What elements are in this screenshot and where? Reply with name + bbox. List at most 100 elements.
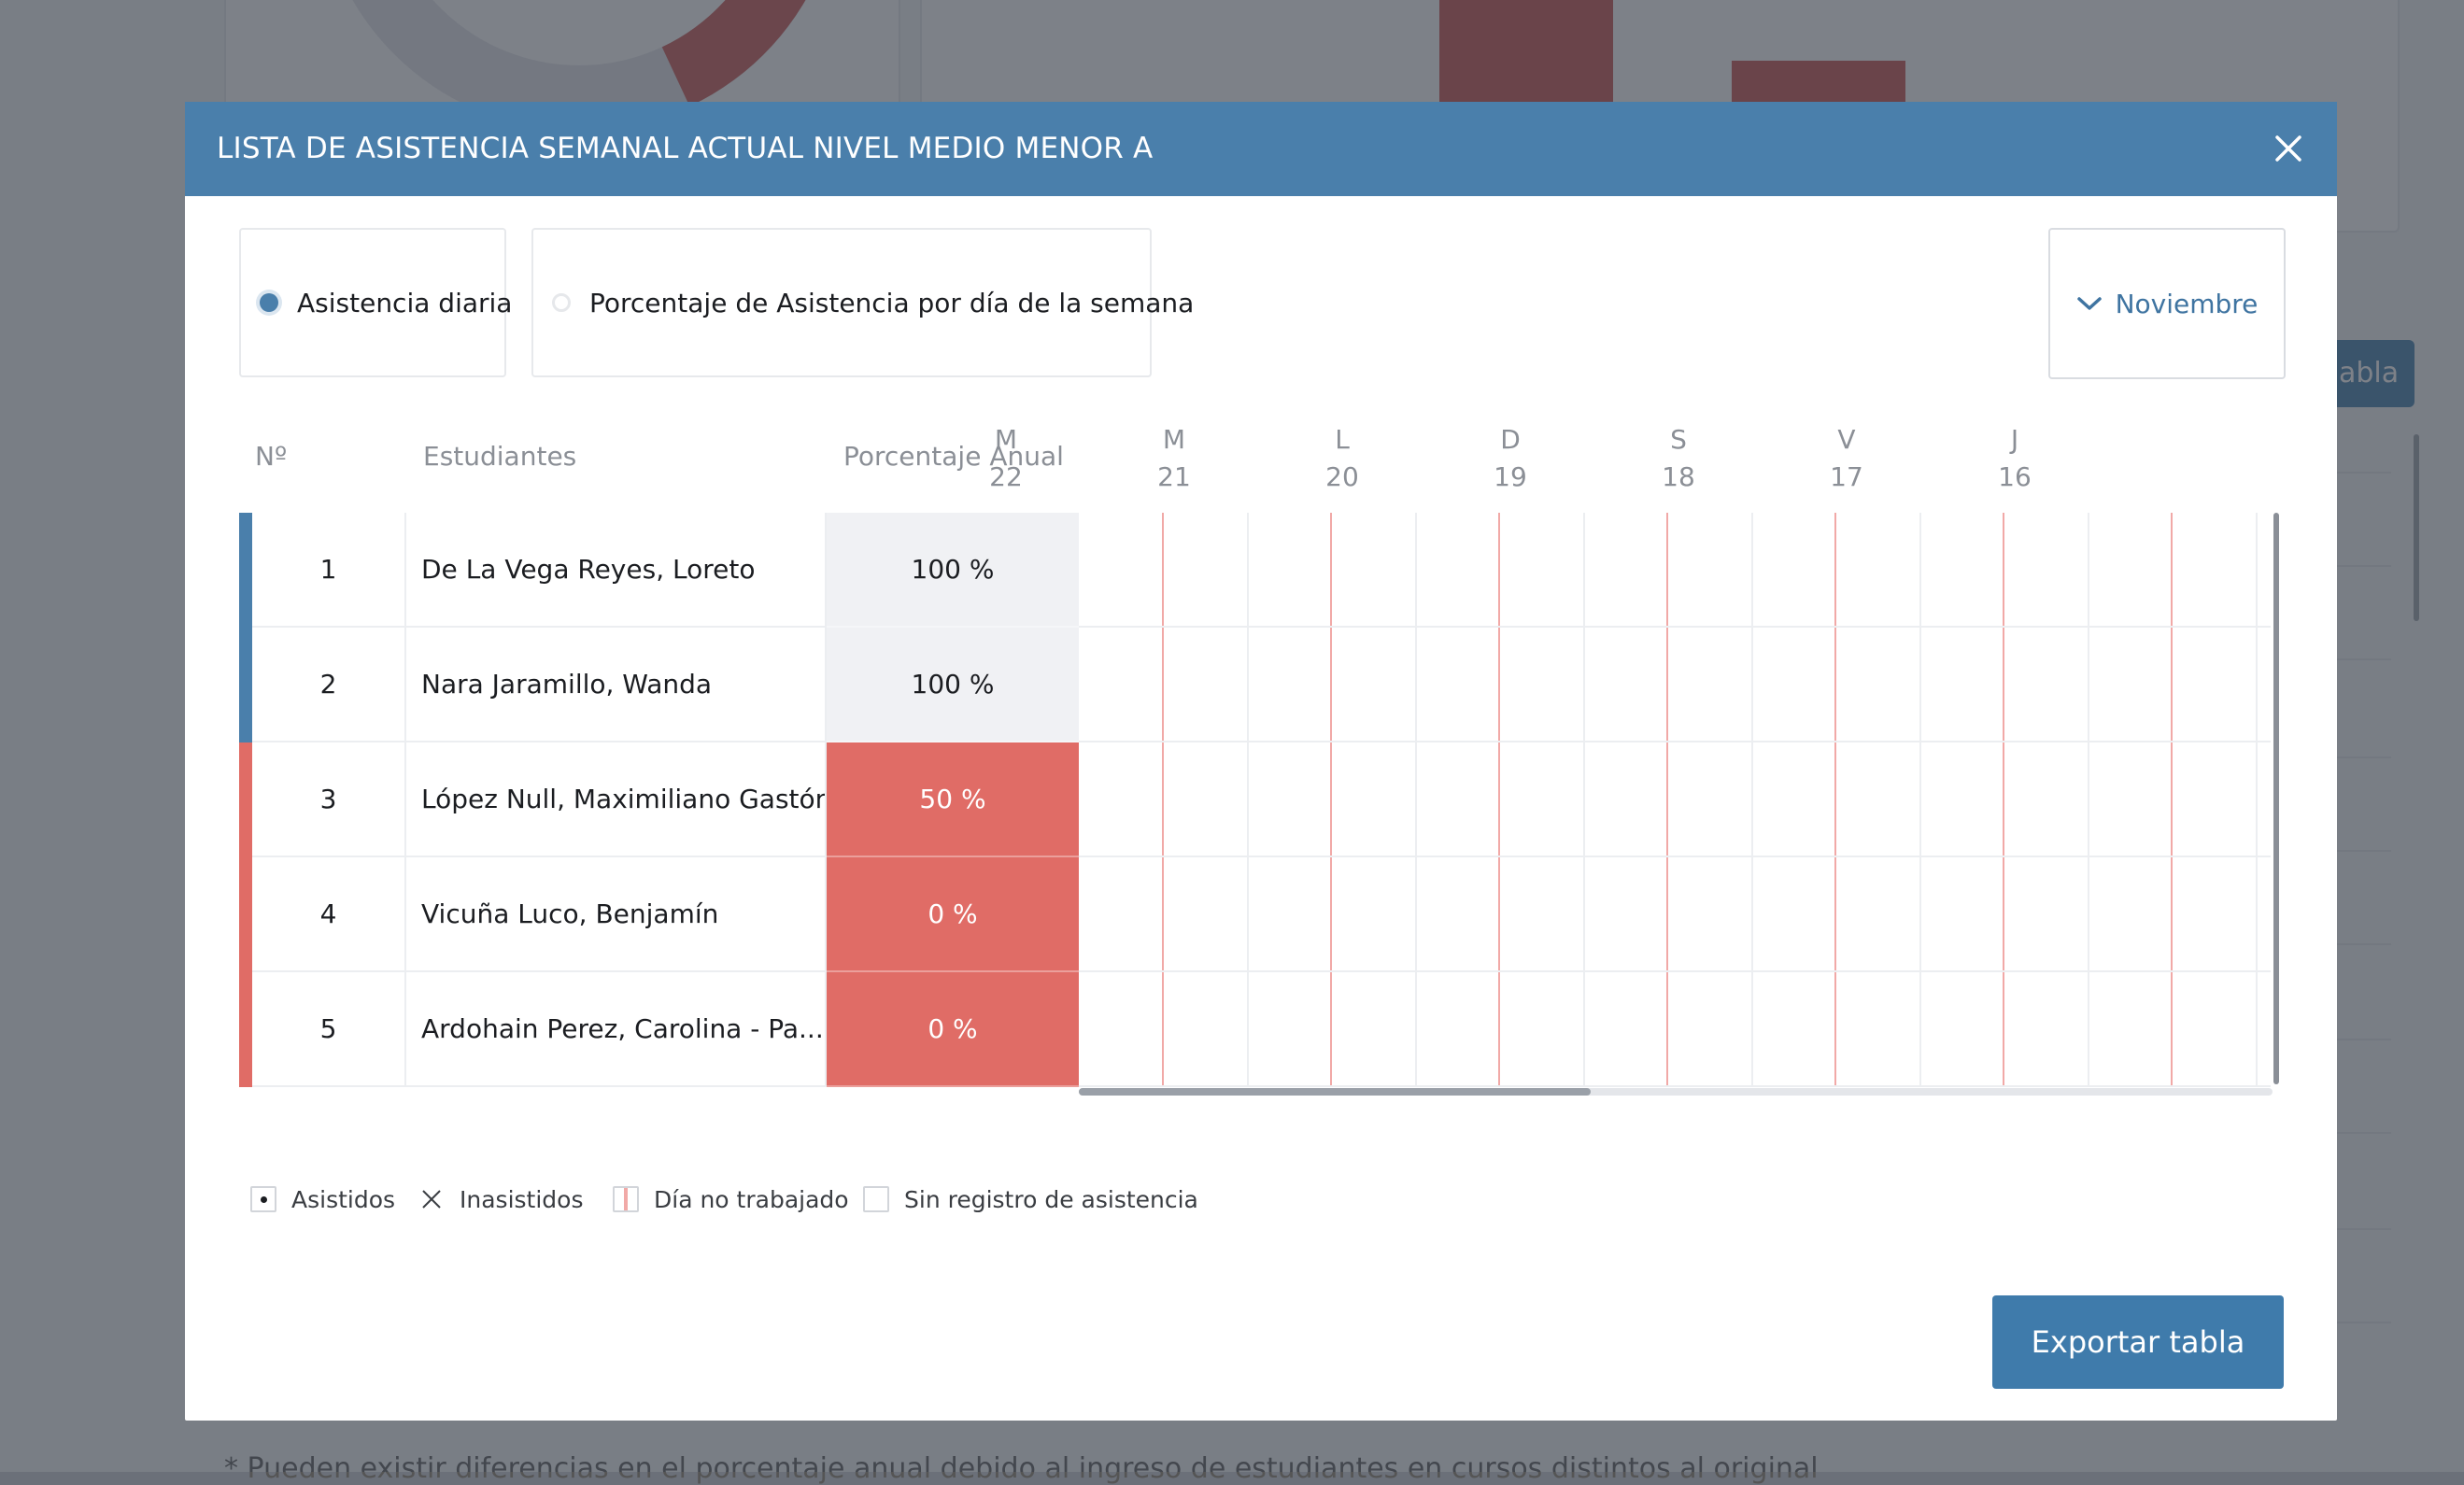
dot-icon — [250, 1186, 276, 1212]
day-cells — [1079, 972, 2271, 1087]
non-working-day-marker — [1834, 513, 1836, 626]
row-status-stripe — [239, 857, 252, 972]
attendance-cell[interactable] — [1079, 857, 1247, 970]
radio-selected-icon[interactable] — [260, 293, 278, 312]
attendance-cell[interactable] — [1919, 628, 2088, 741]
modal-header: LISTA DE ASISTENCIA SEMANAL ACTUAL NIVEL… — [185, 102, 2337, 196]
grid-line — [1247, 742, 1249, 856]
attendance-cell[interactable] — [1415, 628, 1583, 741]
attendance-cell[interactable] — [1247, 513, 1415, 626]
grid-line — [1751, 857, 1753, 970]
non-working-day-marker — [1162, 857, 1164, 970]
day-date: 19 — [1494, 461, 1527, 492]
day-column-header: S 18 — [1650, 421, 1706, 496]
attendance-table: 1 De La Vega Reyes, Loreto 100 % 2 Nara Jara… — [239, 513, 2285, 1087]
x-icon — [418, 1186, 445, 1212]
view-option-label: Asistencia diaria — [297, 287, 513, 318]
attendance-cell[interactable] — [1919, 857, 2088, 970]
student-name: López Null, Maximiliano Gastón — [404, 742, 827, 857]
attendance-cell[interactable] — [1751, 972, 1919, 1085]
non-working-day-marker — [1498, 857, 1500, 970]
column-header-students: Estudiantes — [423, 441, 577, 472]
day-weekday: S — [1670, 424, 1687, 455]
attendance-cell[interactable] — [1079, 513, 1247, 626]
day-weekday: L — [1335, 424, 1350, 455]
row-status-stripe — [239, 513, 252, 628]
modal-title: LISTA DE ASISTENCIA SEMANAL ACTUAL NIVEL… — [217, 132, 1154, 165]
vertical-scrollbar[interactable] — [2273, 513, 2279, 1084]
horizontal-scrollbar-thumb[interactable] — [1079, 1088, 1591, 1096]
legend-label: Día no trabajado — [654, 1185, 849, 1213]
attendance-cell[interactable] — [1583, 742, 1751, 856]
day-cells — [1079, 513, 2271, 628]
non-working-day-marker — [1162, 972, 1164, 1085]
month-dropdown[interactable]: Noviembre — [2048, 228, 2286, 379]
grid-line — [2256, 742, 2258, 856]
attendance-cell[interactable] — [1583, 513, 1751, 626]
attendance-cell[interactable] — [1751, 513, 1919, 626]
attendance-cell[interactable] — [1247, 972, 1415, 1085]
row-number: 5 — [252, 972, 404, 1087]
attendance-cell[interactable] — [1247, 742, 1415, 856]
grid-line — [1415, 742, 1417, 856]
legend-item-absent: Inasistidos — [418, 1181, 583, 1218]
attendance-cell[interactable] — [2088, 742, 2256, 856]
attendance-cell[interactable] — [1247, 628, 1415, 741]
non-working-day-marker — [2171, 857, 2173, 970]
non-working-day-marker — [1162, 628, 1164, 741]
attendance-cell[interactable] — [2088, 513, 2256, 626]
column-header-number: Nº — [255, 441, 288, 472]
day-date: 16 — [1998, 461, 2032, 492]
attendance-cell[interactable] — [1079, 742, 1247, 856]
non-working-day-marker — [1498, 628, 1500, 741]
attendance-cell[interactable] — [1583, 857, 1751, 970]
attendance-cell[interactable] — [1919, 742, 2088, 856]
radio-unselected-icon[interactable] — [552, 293, 571, 312]
attendance-cell[interactable] — [1247, 857, 1415, 970]
grid-line — [1919, 742, 1921, 856]
non-working-day-marker — [1498, 742, 1500, 856]
non-working-day-marker — [1330, 513, 1332, 626]
attendance-cell[interactable] — [1415, 857, 1583, 970]
attendance-cell[interactable] — [1751, 628, 1919, 741]
attendance-cell[interactable] — [2088, 628, 2256, 741]
grid-line — [2256, 857, 2258, 970]
grid-line — [1919, 628, 1921, 741]
non-working-day-marker — [1834, 972, 1836, 1085]
day-date: 17 — [1830, 461, 1863, 492]
attendance-cell[interactable] — [1415, 513, 1583, 626]
table-row: 2 Nara Jaramillo, Wanda 100 % — [239, 628, 2285, 742]
attendance-cell[interactable] — [1583, 628, 1751, 741]
attendance-cell[interactable] — [2088, 972, 2256, 1085]
annual-percentage-cell: 100 % — [827, 628, 1079, 742]
attendance-cell[interactable] — [2088, 857, 2256, 970]
close-button[interactable] — [2270, 130, 2307, 167]
attendance-cell[interactable] — [1919, 972, 2088, 1085]
non-working-day-marker — [1330, 742, 1332, 856]
table-row: 5 Ardohain Perez, Carolina - Pa... 0 % — [239, 972, 2285, 1087]
attendance-cell[interactable] — [1079, 628, 1247, 741]
non-working-day-marker — [2003, 513, 2004, 626]
month-dropdown-value: Noviembre — [2115, 288, 2259, 319]
view-option-daily[interactable]: Asistencia diaria — [239, 228, 512, 377]
attendance-cell[interactable] — [1919, 513, 2088, 626]
non-working-day-marker — [1666, 972, 1668, 1085]
day-column-header: D 19 — [1482, 421, 1538, 496]
student-name: Ardohain Perez, Carolina - Pa... — [404, 972, 827, 1087]
legend-label: Inasistidos — [460, 1185, 584, 1213]
attendance-cell[interactable] — [1583, 972, 1751, 1085]
attendance-cell[interactable] — [1415, 972, 1583, 1085]
grid-line — [1583, 972, 1585, 1085]
attendance-cell[interactable] — [1415, 742, 1583, 856]
grid-line — [1247, 628, 1249, 741]
non-working-day-marker — [2171, 628, 2173, 741]
day-cells — [1079, 628, 2271, 742]
annual-percentage-cell: 0 % — [827, 972, 1079, 1087]
attendance-cell[interactable] — [1079, 972, 1247, 1085]
horizontal-scrollbar-track[interactable] — [1079, 1088, 2273, 1096]
view-option-weekday-percentage[interactable]: Porcentaje de Asistencia por día de la s… — [531, 228, 1194, 377]
export-table-button[interactable]: Exportar tabla — [1992, 1295, 2284, 1389]
attendance-cell[interactable] — [1751, 742, 1919, 856]
attendance-cell[interactable] — [1751, 857, 1919, 970]
annual-percentage-cell: 0 % — [827, 857, 1079, 972]
